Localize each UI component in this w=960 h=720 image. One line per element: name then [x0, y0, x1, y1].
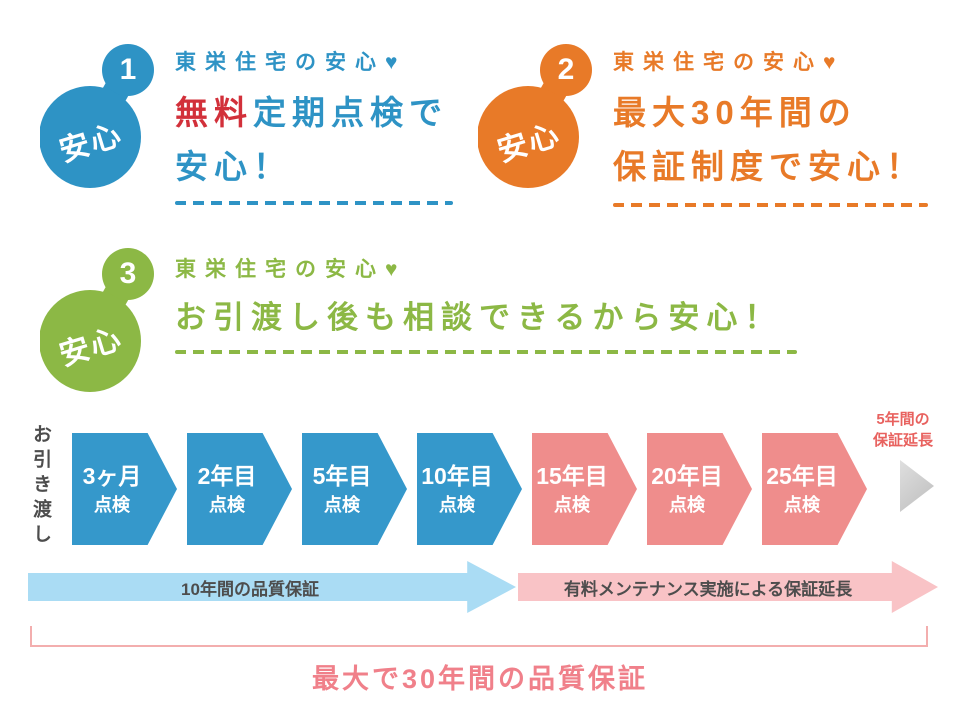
badge-3-tagline: 東栄住宅の安心♥	[175, 258, 407, 281]
milestone-type: 点検	[669, 494, 705, 515]
milestone-year20: 20年目 点検	[647, 433, 752, 545]
warranty-arrow-pink-label: 有料メンテナンス実施による保証延長	[563, 579, 853, 599]
badge-1-headline-line2: 安心！	[175, 148, 292, 185]
extension-note-line2: 保証延長	[872, 432, 933, 449]
milestone-year5: 5年目 点検	[302, 433, 407, 545]
milestone-period: 5年目	[312, 463, 372, 490]
badge-3-dashed-underline	[175, 350, 797, 354]
badge-1-tagline: 東栄住宅の安心♥	[175, 51, 407, 74]
warranty-arrow-blue-label: 10年間の品質保証	[181, 579, 319, 599]
warranty-arrow-pink: 有料メンテナンス実施による保証延長	[518, 561, 938, 613]
milestone-type: 点検	[324, 494, 360, 515]
warranty-arrow-blue: 10年間の品質保証	[28, 561, 516, 613]
badge-blob-shape-icon	[40, 248, 154, 392]
timeline-start-label: お引き渡し	[30, 424, 51, 549]
anshin-badge-1: 1 安心	[40, 42, 155, 190]
total-warranty-bracket	[30, 626, 928, 647]
milestone-year10: 10年目 点検	[417, 433, 522, 545]
milestone-period: 3ヶ月	[82, 463, 142, 490]
badge-1-dashed-underline	[175, 201, 453, 205]
milestone-period: 10年目	[421, 463, 493, 490]
milestone-period: 25年目	[766, 463, 838, 490]
badge-1-headline-highlight: 無料	[175, 94, 253, 131]
milestone-type: 点検	[209, 494, 245, 515]
badge-blob-shape-icon	[40, 44, 154, 188]
milestone-year25: 25年目 点検	[762, 433, 867, 545]
milestone-type: 点検	[439, 494, 475, 515]
badge-1-headline-line1: 無料定期点検で	[175, 86, 448, 134]
milestone-3months: 3ヶ月 点検	[72, 433, 177, 545]
badge-2-tagline: 東栄住宅の安心♥	[613, 51, 845, 74]
anshin-badge-3: 3 安心	[40, 246, 155, 394]
milestone-year2: 2年目 点検	[187, 433, 292, 545]
extension-note-line1: 5年間の	[876, 411, 930, 428]
milestone-type: 点検	[784, 494, 820, 515]
badge-number: 2	[557, 53, 575, 86]
badge-2-headline-line2: 保証制度で安心！	[613, 148, 925, 185]
badge-number: 3	[119, 257, 137, 290]
anshin-badge-2: 2 安心	[478, 42, 593, 190]
milestone-type: 点検	[94, 494, 130, 515]
milestone-period: 20年目	[651, 463, 723, 490]
extension-note: 5年間の 保証延長	[843, 409, 960, 451]
milestone-year15: 15年目 点検	[532, 433, 637, 545]
milestone-period: 15年目	[536, 463, 608, 490]
badge-blob-shape-icon	[478, 44, 592, 188]
total-warranty-caption: 最大で30年間の品質保証	[311, 664, 649, 694]
badge-3-headline: お引渡し後も相談できるから安心！	[175, 300, 783, 335]
badge-2-dashed-underline	[613, 203, 928, 207]
badge-1-headline-rest: 定期点検で	[253, 94, 448, 131]
milestone-period: 2年目	[197, 463, 257, 490]
badge-number: 1	[119, 53, 137, 86]
extension-arrow-icon	[900, 460, 934, 512]
badge-2-headline-line1: 最大30年間の	[613, 94, 857, 131]
milestone-type: 点検	[554, 494, 590, 515]
